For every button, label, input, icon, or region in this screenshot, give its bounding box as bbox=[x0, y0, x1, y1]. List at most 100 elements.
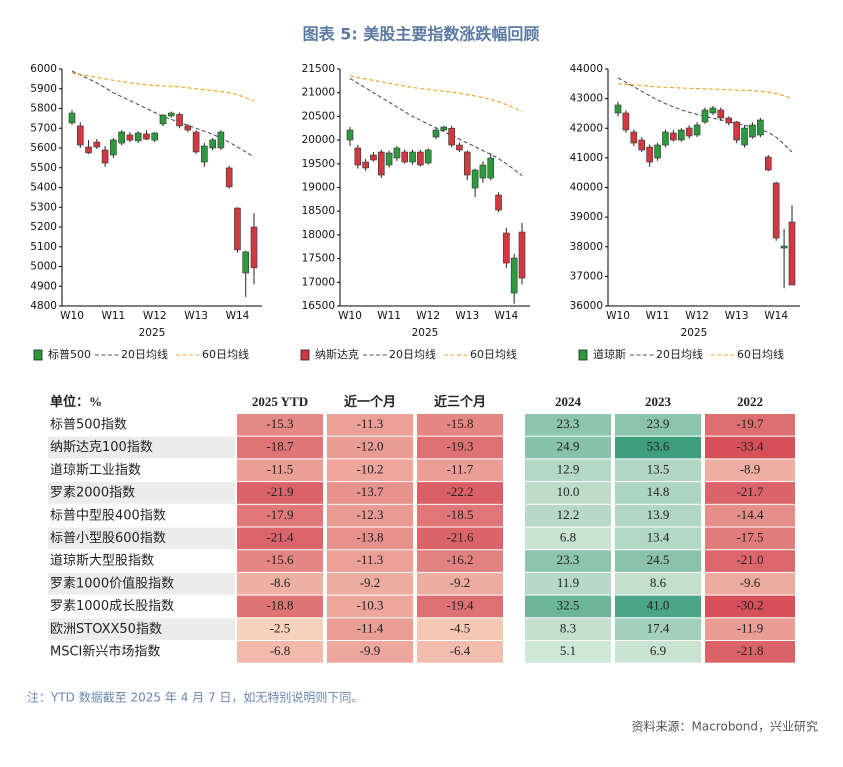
candle-body bbox=[693, 124, 701, 136]
cell bbox=[327, 414, 413, 436]
row-stripe bbox=[48, 527, 235, 550]
cell bbox=[705, 618, 795, 640]
candle-body bbox=[167, 112, 175, 117]
cell-value: 12.9 bbox=[557, 461, 580, 476]
legend-icon bbox=[578, 349, 588, 361]
cell bbox=[237, 550, 323, 572]
y-tick-label: 18000 bbox=[302, 229, 335, 241]
y-tick-label: 5100 bbox=[30, 241, 57, 253]
cell bbox=[327, 595, 413, 618]
candle-body bbox=[134, 132, 142, 142]
y-tick-label: 21000 bbox=[302, 87, 335, 99]
cell bbox=[705, 459, 795, 482]
cell-value: -13.7 bbox=[356, 484, 384, 499]
y-tick-label: 5800 bbox=[30, 103, 57, 115]
candle-body bbox=[432, 129, 440, 138]
row-label: 纳斯达克100指数 bbox=[50, 440, 153, 455]
candle-body bbox=[401, 151, 409, 163]
cell-value: -17.9 bbox=[266, 507, 293, 522]
candle-body bbox=[622, 112, 630, 131]
cell bbox=[237, 414, 323, 436]
candle-body bbox=[159, 114, 167, 125]
table-header: 单位：% bbox=[50, 394, 102, 409]
x-tick-label: W14 bbox=[494, 310, 518, 322]
cell-value: -21.8 bbox=[736, 643, 763, 658]
cell-value: -9.9 bbox=[360, 643, 381, 658]
candle-body bbox=[151, 132, 159, 141]
cell-value: -13.8 bbox=[356, 529, 383, 544]
y-tick-label: 4800 bbox=[30, 300, 57, 312]
cell-value: -22.2 bbox=[446, 484, 473, 499]
cell-value: 5.1 bbox=[560, 643, 576, 658]
cell-value: 24.9 bbox=[557, 439, 580, 454]
candle-body bbox=[176, 114, 183, 127]
cell bbox=[327, 550, 413, 572]
y-tick-label: 18500 bbox=[302, 205, 335, 217]
y-tick-label: 38000 bbox=[570, 241, 603, 253]
cell bbox=[615, 527, 701, 550]
candle-body bbox=[417, 151, 424, 166]
candle-body bbox=[685, 127, 693, 137]
source: 资料来源：Macrobond，兴业研究 bbox=[632, 719, 819, 734]
cell bbox=[615, 482, 701, 504]
x-tick-label: W11 bbox=[377, 310, 401, 322]
candle-body bbox=[101, 149, 109, 164]
x-tick-label: W12 bbox=[685, 310, 709, 322]
cell bbox=[417, 572, 503, 595]
cell-value: -9.2 bbox=[450, 575, 471, 590]
cell bbox=[525, 436, 611, 459]
cell bbox=[525, 572, 611, 595]
table-header: 近三个月 bbox=[434, 394, 486, 409]
cell-value: -6.4 bbox=[450, 643, 471, 658]
candle-body bbox=[630, 131, 638, 144]
y-tick-label: 41000 bbox=[570, 152, 603, 164]
candle-body bbox=[646, 146, 653, 163]
cell-value: -2.5 bbox=[270, 620, 291, 635]
cell-value: 14.8 bbox=[647, 484, 670, 499]
table-header: 2025 YTD bbox=[252, 394, 308, 409]
candle-body bbox=[201, 145, 208, 163]
moving-average bbox=[71, 72, 255, 102]
y-tick-label: 5200 bbox=[30, 221, 57, 233]
y-tick-label: 20500 bbox=[302, 110, 335, 122]
cell-value: -21.7 bbox=[736, 484, 764, 499]
cell bbox=[705, 527, 795, 550]
cell-value: 53.6 bbox=[647, 439, 670, 454]
y-tick-label: 5000 bbox=[30, 261, 57, 273]
cell-value: -15.3 bbox=[266, 416, 293, 431]
x-tick-label: W10 bbox=[338, 310, 362, 322]
x-tick-label: W14 bbox=[764, 310, 788, 322]
cell-value: -18.7 bbox=[266, 439, 294, 454]
cell bbox=[237, 482, 323, 504]
candle-body bbox=[733, 121, 740, 141]
cell-value: -21.0 bbox=[736, 552, 763, 567]
cell-value: 10.0 bbox=[557, 484, 580, 499]
legend-label: 20日均线 bbox=[656, 347, 703, 361]
cell bbox=[705, 595, 795, 618]
row-label: 罗素1000成长股指数 bbox=[50, 599, 174, 614]
cell-value: 32.5 bbox=[557, 598, 580, 613]
candle-body bbox=[440, 126, 448, 131]
x-tick-label: W11 bbox=[646, 310, 670, 322]
cell bbox=[525, 618, 611, 640]
cell-value: -11.5 bbox=[267, 461, 294, 476]
cell bbox=[327, 527, 413, 550]
cell bbox=[327, 482, 413, 504]
cell bbox=[705, 641, 795, 663]
cell bbox=[417, 550, 503, 572]
cell bbox=[615, 618, 701, 640]
y-tick-label: 6000 bbox=[30, 63, 57, 75]
moving-average bbox=[349, 78, 523, 177]
x-tick-label: W10 bbox=[60, 310, 84, 322]
y-tick-label: 19000 bbox=[302, 182, 335, 194]
x-tick-label: W11 bbox=[101, 310, 125, 322]
cell bbox=[705, 482, 795, 504]
cell bbox=[417, 436, 503, 459]
table-header: 2022 bbox=[737, 394, 763, 409]
cell-value: 8.3 bbox=[560, 620, 576, 635]
legend-label: 纳斯达克 bbox=[315, 348, 359, 361]
cell bbox=[417, 595, 503, 618]
candle-body bbox=[638, 139, 646, 151]
candle-body bbox=[346, 129, 354, 141]
y-tick-label: 21500 bbox=[302, 63, 335, 75]
